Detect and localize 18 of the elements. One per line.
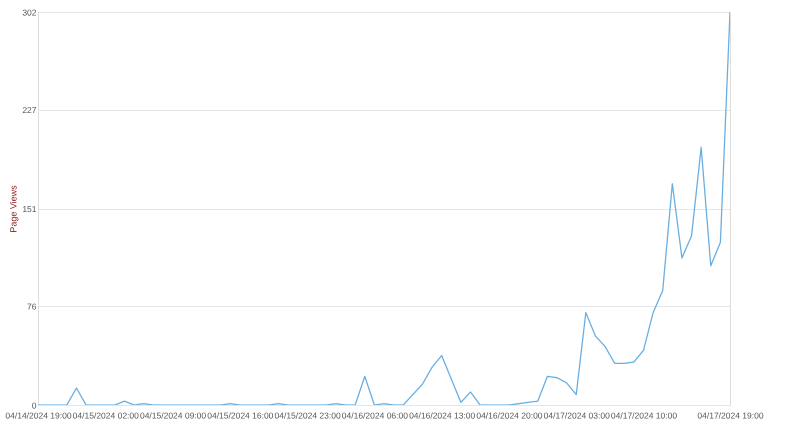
x-tick-label: 04/15/2024 09:00 (140, 410, 206, 420)
x-tick-label: 04/15/2024 16:00 (207, 410, 274, 420)
x-tick-label: 04/16/2024 06:00 (342, 410, 408, 420)
x-tick-label: 04/15/2024 23:00 (274, 410, 341, 420)
y-tick-label: 302 (22, 8, 37, 18)
line-series (38, 12, 730, 405)
y-tick-label: 0 (32, 400, 37, 410)
x-tick-label: 04/17/2024 10:00 (610, 410, 678, 420)
y-tick-label: 227 (22, 105, 37, 116)
y-axis-title: Page Views (8, 184, 18, 233)
x-tick-label: 04/16/2024 13:00 (409, 410, 476, 420)
x-tick-label: 04/16/2024 20:00 (476, 410, 543, 420)
x-tick-label: 04/14/2024 19:00 (5, 410, 72, 420)
y-tick-label: 151 (22, 204, 37, 214)
x-tick-label: 04/17/2024 19:00 (697, 410, 764, 420)
y-tick-label: 76 (27, 302, 37, 312)
x-tick-label: 04/15/2024 02:00 (72, 410, 140, 420)
x-tick-label: 04/17/2024 03:00 (544, 410, 610, 420)
